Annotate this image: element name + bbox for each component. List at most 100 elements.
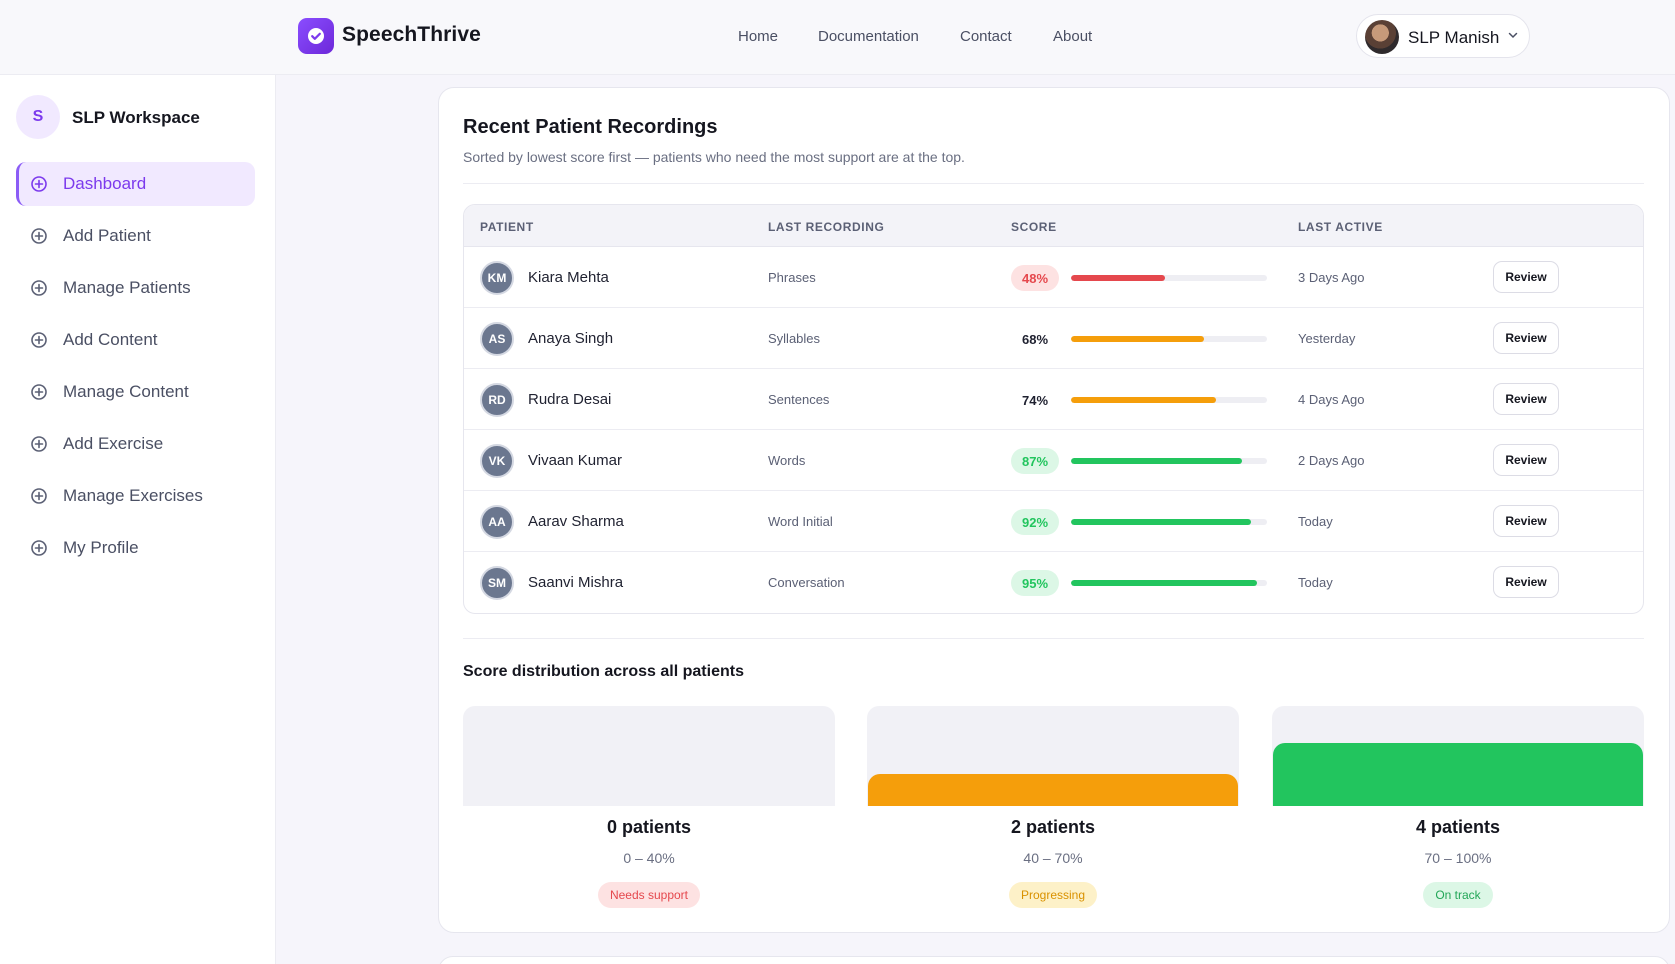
app-logo-icon[interactable] [298, 18, 334, 54]
bucket-bar-fill [1273, 743, 1643, 806]
patient-name: Vivaan Kumar [528, 452, 622, 469]
column-header-last-active[interactable]: LAST ACTIVE [1298, 220, 1383, 234]
patient-avatar: RD [480, 383, 514, 417]
table-row[interactable]: AA Aarav Sharma Word Initial 92% Today R… [464, 491, 1643, 552]
review-button[interactable]: Review [1493, 383, 1559, 415]
score-bar-fill [1071, 458, 1242, 464]
score-bar [1071, 458, 1267, 464]
review-button[interactable]: Review [1493, 505, 1559, 537]
sidebar-item-my-profile[interactable]: My Profile [16, 526, 255, 570]
status-badge: Progressing [1008, 882, 1098, 908]
table-row[interactable]: RD Rudra Desai Sentences 74% 4 Days Ago … [464, 369, 1643, 430]
avatar [1365, 20, 1399, 54]
patient-name: Aarav Sharma [528, 513, 624, 530]
score-bar [1071, 397, 1267, 403]
secondary-card [438, 956, 1670, 964]
table-row[interactable]: SM Saanvi Mishra Conversation 95% Today … [464, 552, 1643, 613]
bucket-bar-bg [463, 706, 835, 806]
sidebar-item-label: Add Exercise [63, 434, 164, 453]
plus-circle-icon [30, 539, 48, 557]
patient-avatar: AA [480, 505, 514, 539]
table-row[interactable]: VK Vivaan Kumar Words 87% 2 Days Ago Rev… [464, 430, 1643, 491]
bucket-bar-bg [867, 706, 1239, 806]
user-name: SLP Manish [1408, 28, 1500, 47]
score-badge: 87% [1011, 448, 1059, 474]
last-recording: Word Initial [768, 514, 833, 529]
patient-name: Rudra Desai [528, 391, 612, 408]
plus-circle-icon [30, 175, 48, 193]
sidebar-item-add-exercise[interactable]: Add Exercise [16, 422, 255, 466]
last-recording: Phrases [768, 270, 816, 285]
last-active: Yesterday [1298, 331, 1356, 346]
review-button[interactable]: Review [1493, 444, 1559, 476]
user-menu-button[interactable]: SLP Manish [1356, 14, 1530, 58]
nav-documentation[interactable]: Documentation [818, 28, 919, 45]
patient-avatar: SM [480, 566, 514, 600]
score-badge: 68% [1021, 331, 1049, 347]
patient-avatar: AS [480, 322, 514, 356]
sidebar: S SLP Workspace Dashboard Add Patient Ma… [0, 75, 276, 964]
nav-home[interactable]: Home [738, 28, 779, 45]
patient-name: Saanvi Mishra [528, 574, 624, 591]
patient-name: Kiara Mehta [528, 269, 609, 286]
sidebar-item-manage-exercises[interactable]: Manage Exercises [16, 474, 255, 518]
score-badge: 95% [1011, 570, 1059, 596]
plus-circle-icon [30, 487, 48, 505]
sidebar-item-manage-content[interactable]: Manage Content [16, 370, 255, 414]
column-header-patient[interactable]: PATIENT [480, 220, 534, 234]
score-bar [1071, 336, 1267, 342]
column-header-last-recording[interactable]: LAST RECORDING [768, 220, 885, 234]
score-badge: 74% [1021, 392, 1049, 408]
plus-circle-icon [30, 227, 48, 245]
plus-circle-icon [30, 383, 48, 401]
sidebar-item-label: Add Patient [63, 226, 151, 245]
nav-contact[interactable]: Contact [960, 28, 1012, 45]
recordings-card: Recent Patient Recordings Sorted by lowe… [438, 87, 1670, 933]
workspace-name: SLP Workspace [72, 108, 200, 127]
score-badge: 48% [1011, 265, 1059, 291]
recordings-table: PATIENT LAST RECORDING SCORE LAST ACTIVE… [463, 204, 1644, 614]
last-active: Today [1298, 575, 1333, 590]
sidebar-item-add-content[interactable]: Add Content [16, 318, 255, 362]
status-badge: On track [1423, 882, 1493, 908]
sidebar-item-dashboard[interactable]: Dashboard [16, 162, 255, 206]
score-bar-fill [1071, 580, 1258, 586]
review-button[interactable]: Review [1493, 566, 1559, 598]
bucket-count: 2 patients [1010, 817, 1096, 837]
score-bar [1071, 580, 1267, 586]
sidebar-item-label: Manage Content [63, 382, 189, 401]
sidebar-item-add-patient[interactable]: Add Patient [16, 214, 255, 258]
table-row[interactable]: KM Kiara Mehta Phrases 48% 3 Days Ago Re… [464, 247, 1643, 308]
last-recording: Words [768, 453, 806, 468]
review-button[interactable]: Review [1493, 322, 1559, 354]
plus-circle-icon [30, 279, 48, 297]
score-bar-fill [1071, 336, 1205, 342]
review-button[interactable]: Review [1493, 261, 1559, 293]
score-bar [1071, 275, 1267, 281]
score-bar-fill [1071, 397, 1217, 403]
last-recording: Syllables [768, 331, 821, 346]
last-active: 4 Days Ago [1298, 392, 1365, 407]
bucket-count: 4 patients [1415, 817, 1501, 837]
status-badge: Needs support [597, 882, 701, 908]
last-active: 3 Days Ago [1298, 270, 1365, 285]
table-row[interactable]: AS Anaya Singh Syllables 68% Yesterday R… [464, 308, 1643, 369]
bucket-count: 0 patients [606, 817, 692, 837]
score-bar-fill [1071, 275, 1166, 281]
nav-about[interactable]: About [1053, 28, 1093, 45]
patient-name: Anaya Singh [528, 330, 614, 347]
last-recording: Sentences [768, 392, 830, 407]
column-header-score[interactable]: SCORE [1011, 220, 1057, 234]
workspace-avatar: S [16, 95, 60, 139]
bucket-range: 70 – 100% [1424, 850, 1492, 866]
page-subtitle: Sorted by lowest score first — patients … [463, 149, 965, 165]
app-name[interactable]: SpeechThrive [342, 23, 481, 46]
last-active: 2 Days Ago [1298, 453, 1365, 468]
chevron-down-icon [1508, 32, 1518, 39]
bucket-bar-fill [868, 774, 1238, 806]
sidebar-item-manage-patients[interactable]: Manage Patients [16, 266, 255, 310]
divider [463, 638, 1644, 639]
bucket-range: 0 – 40% [623, 850, 675, 866]
patient-avatar: VK [480, 444, 514, 478]
sidebar-item-label: Dashboard [63, 174, 147, 193]
